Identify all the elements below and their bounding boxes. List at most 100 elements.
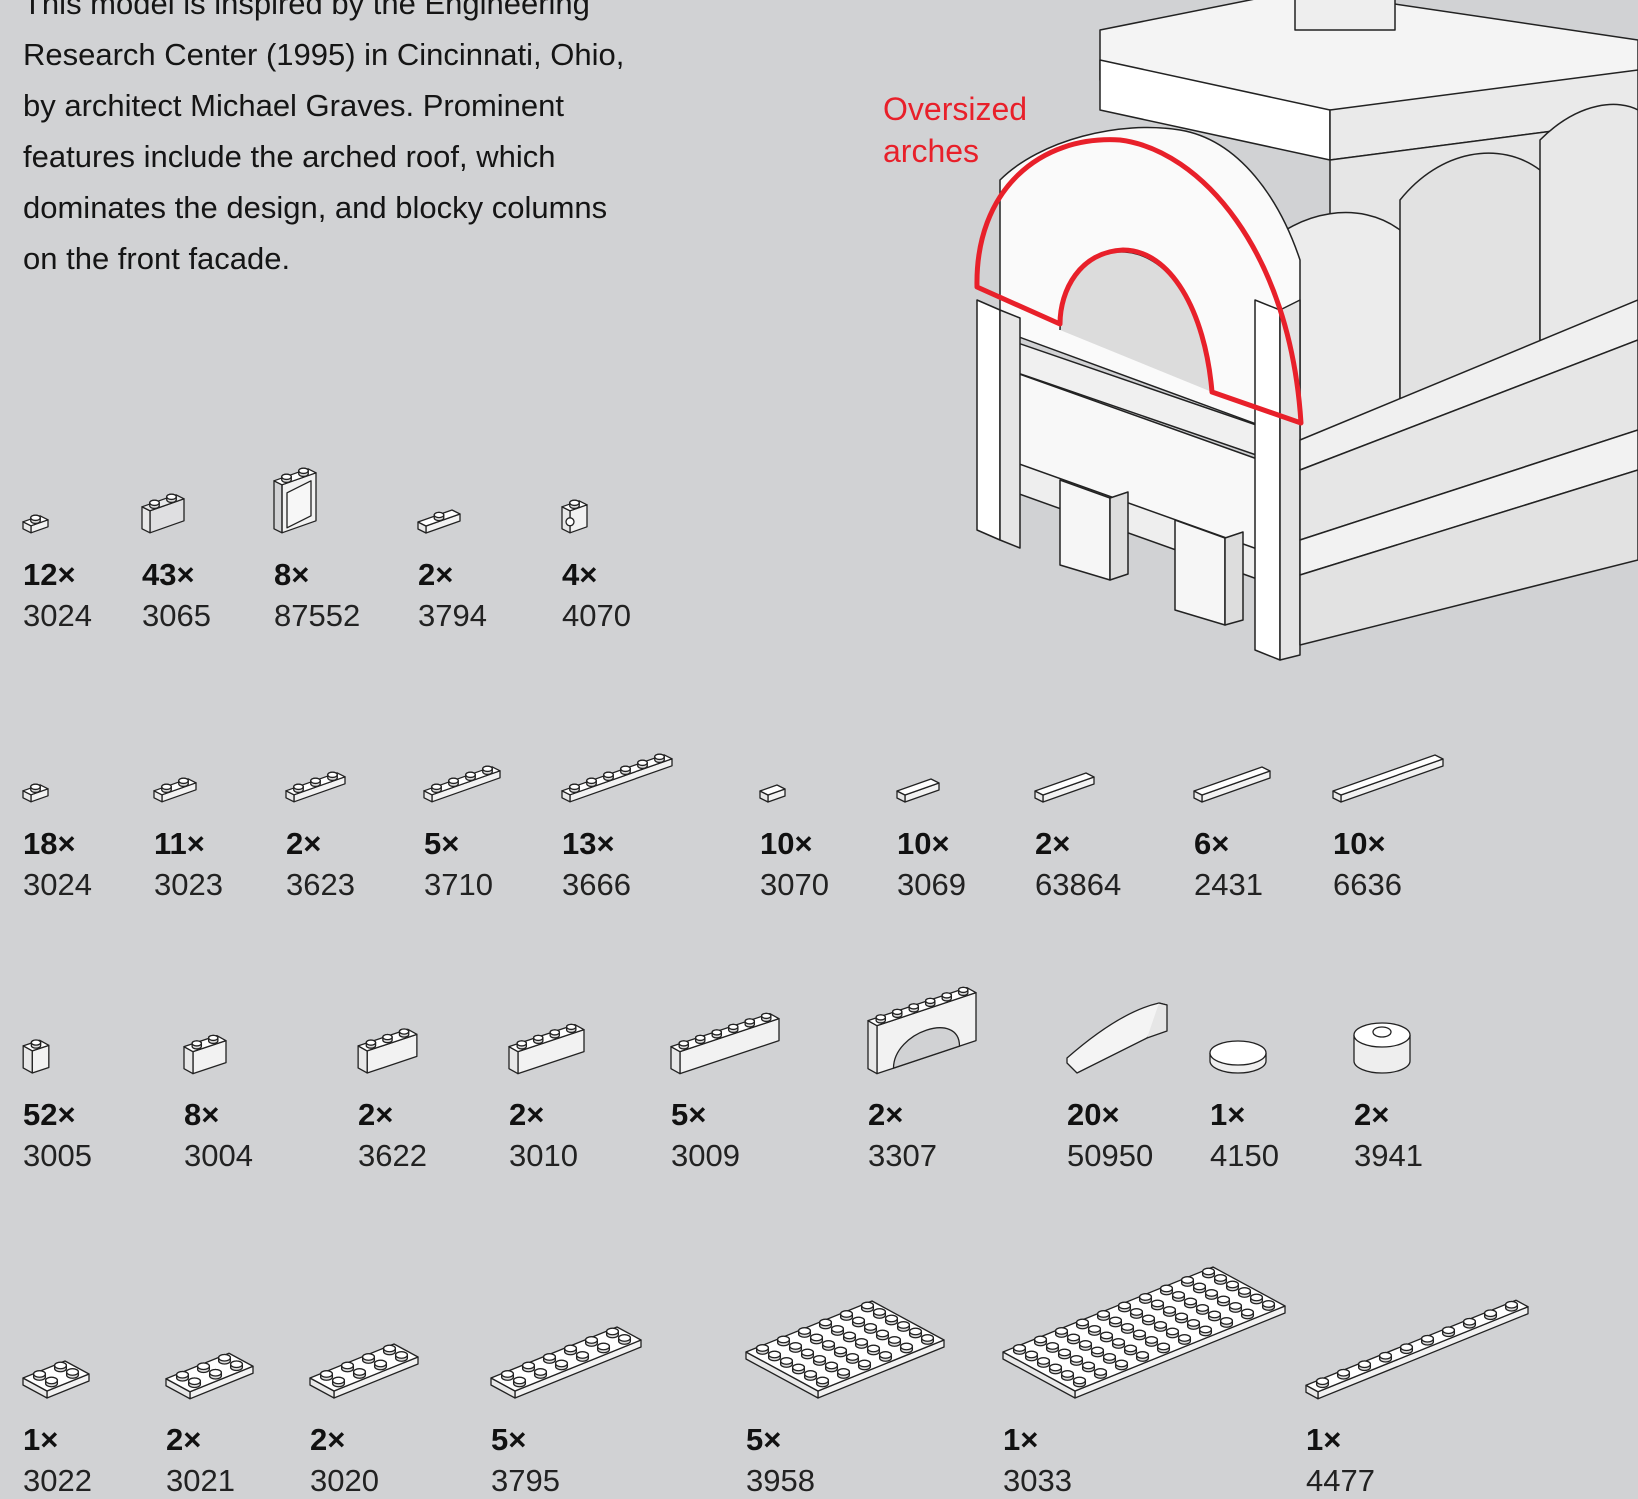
- part-number: 3794: [418, 598, 487, 633]
- part-quantity: 1×: [1306, 1422, 1342, 1457]
- plate-1x2-icon: [153, 777, 197, 803]
- part-number: 3022: [23, 1463, 92, 1498]
- part-number: 3795: [491, 1463, 560, 1498]
- tile-1x1-icon: [759, 784, 786, 803]
- plate-2x4-icon: [309, 1343, 419, 1399]
- part-number: 3070: [760, 867, 829, 902]
- part-quantity: 6×: [1194, 826, 1230, 861]
- plate-6x10-icon: [1002, 1266, 1286, 1399]
- part-number: 6636: [1333, 867, 1402, 902]
- brick-1x6-icon: [670, 1012, 780, 1075]
- brick-1x3-icon: [357, 1028, 418, 1074]
- part-quantity: 2×: [868, 1097, 904, 1132]
- part-quantity: 11×: [154, 826, 205, 861]
- part-number: 87552: [274, 598, 361, 633]
- part-number: 3710: [424, 867, 493, 902]
- part-quantity: 8×: [184, 1097, 220, 1132]
- part-quantity: 18×: [23, 826, 76, 861]
- plate-1x1-icon: [22, 783, 49, 803]
- plate-1x10-icon: [1305, 1299, 1529, 1399]
- part-quantity: 1×: [1210, 1097, 1246, 1132]
- description-line: on the front facade.: [23, 241, 291, 276]
- part-number: 63864: [1035, 867, 1122, 902]
- plate-6x6-icon: [745, 1300, 945, 1399]
- part-number: 3023: [154, 867, 223, 902]
- model-description: This model is inspired by the Engineerin…: [23, 0, 743, 284]
- callout-line: arches: [883, 133, 980, 169]
- part-quantity: 2×: [310, 1422, 346, 1457]
- part-quantity: 43×: [142, 557, 195, 592]
- part-number: 3004: [184, 1138, 253, 1173]
- part-number: 3941: [1354, 1138, 1423, 1173]
- plate-1x3-icon: [285, 771, 346, 803]
- part-quantity: 8×: [274, 557, 310, 592]
- brick-1x1-icon: [22, 1039, 50, 1074]
- part-number: 3020: [310, 1463, 379, 1498]
- part-quantity: 10×: [1333, 826, 1386, 861]
- part-number: 3069: [897, 867, 966, 902]
- part-quantity: 2×: [418, 557, 454, 592]
- part-number: 3009: [671, 1138, 740, 1173]
- part-number: 3958: [746, 1463, 815, 1498]
- part-quantity: 5×: [746, 1422, 782, 1457]
- part-number: 4150: [1210, 1138, 1279, 1173]
- plate-2x2-icon: [22, 1360, 90, 1399]
- arch-1x6x2-icon: [867, 986, 977, 1075]
- brick-1x2-transparent-icon: [141, 493, 185, 534]
- part-number: 3622: [358, 1138, 427, 1173]
- part-quantity: 2×: [286, 826, 322, 861]
- part-quantity: 12×: [23, 557, 76, 592]
- part-quantity: 52×: [23, 1097, 76, 1132]
- part-quantity: 10×: [760, 826, 813, 861]
- description-line: Research Center (1995) in Cincinnati, Oh…: [23, 37, 625, 72]
- part-quantity: 2×: [1354, 1097, 1390, 1132]
- headlight-1x1-icon: [561, 499, 588, 534]
- brick-1x2-icon: [183, 1034, 227, 1075]
- part-quantity: 1×: [23, 1422, 59, 1457]
- round-brick-2x2-icon: [1353, 1022, 1411, 1074]
- oversized-arches-callout: Oversized arches: [883, 88, 1027, 172]
- part-quantity: 20×: [1067, 1097, 1120, 1132]
- description-line: features include the arched roof, which: [23, 139, 556, 174]
- part-quantity: 2×: [1035, 826, 1071, 861]
- description-line: This model is inspired by the Engineerin…: [23, 0, 590, 21]
- part-number: 3065: [142, 598, 211, 633]
- tile-1x3-icon: [1034, 772, 1095, 803]
- curved-slope-1x3-icon: [1066, 1002, 1168, 1074]
- part-number: 3307: [868, 1138, 937, 1173]
- part-quantity: 2×: [358, 1097, 394, 1132]
- part-number: 3623: [286, 867, 355, 902]
- part-number: 50950: [1067, 1138, 1154, 1173]
- part-number: 4477: [1306, 1463, 1375, 1498]
- building-illustration: [974, 0, 1638, 661]
- part-quantity: 13×: [562, 826, 615, 861]
- part-number: 2431: [1194, 867, 1263, 902]
- part-quantity: 2×: [166, 1422, 202, 1457]
- tile-1x2-icon: [896, 778, 940, 803]
- jumper-1x2-icon: [417, 509, 461, 534]
- part-number: 3024: [23, 867, 92, 902]
- part-number: 3666: [562, 867, 631, 902]
- part-number: 3010: [509, 1138, 578, 1173]
- part-number: 3033: [1003, 1463, 1072, 1498]
- description-line: dominates the design, and blocky columns: [23, 190, 608, 225]
- part-quantity: 2×: [509, 1097, 545, 1132]
- part-quantity: 1×: [1003, 1422, 1039, 1457]
- plate-1x1-icon: [22, 514, 49, 534]
- plate-1x4-icon: [423, 765, 501, 803]
- tile-1x4-icon: [1193, 766, 1271, 803]
- part-number: 3024: [23, 598, 92, 633]
- part-number: 3021: [166, 1463, 235, 1498]
- part-quantity: 4×: [562, 557, 598, 592]
- plate-2x6-icon: [490, 1326, 642, 1399]
- round-tile-2x2-icon: [1209, 1040, 1267, 1074]
- part-quantity: 5×: [671, 1097, 707, 1132]
- part-quantity: 5×: [424, 826, 460, 861]
- plate-1x6-icon: [561, 753, 673, 803]
- part-quantity: 5×: [491, 1422, 527, 1457]
- callout-line: Oversized: [883, 91, 1028, 127]
- arch-highlight-outline: [974, 137, 1304, 426]
- tile-1x6-icon: [1332, 754, 1444, 803]
- window-1x2x2-icon: [273, 467, 317, 534]
- part-number: 3005: [23, 1138, 92, 1173]
